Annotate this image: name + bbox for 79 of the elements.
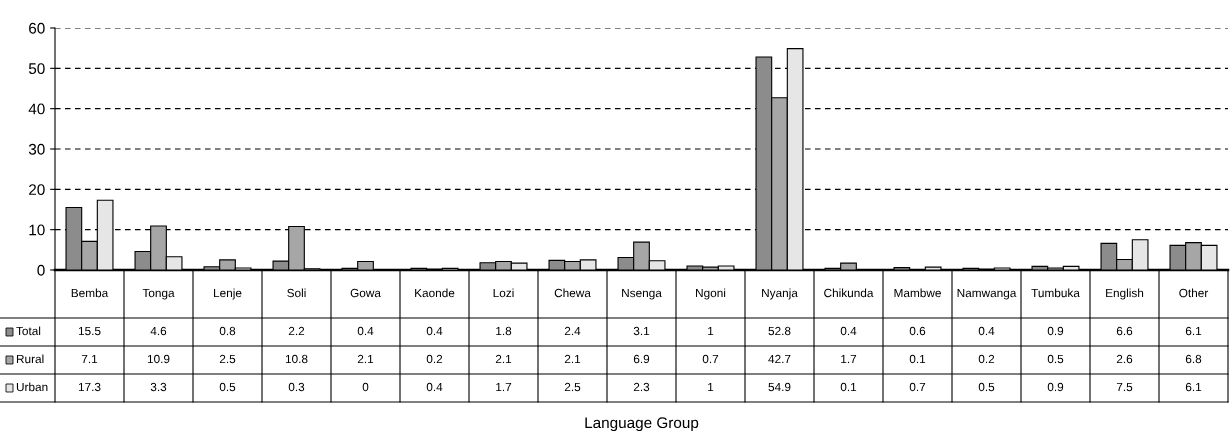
- data-label: 0.2: [978, 354, 995, 364]
- data-label: 0.4: [978, 326, 995, 336]
- data-label: 6.1: [1185, 382, 1202, 392]
- data-label: 2.2: [288, 326, 305, 336]
- data-label: 2.1: [357, 354, 374, 364]
- data-label: 17.3: [78, 382, 101, 392]
- data-label: 10.8: [285, 354, 308, 364]
- x-tick-label: Lozi: [493, 288, 514, 298]
- data-label: 2.5: [564, 382, 581, 392]
- data-label: 7.1: [81, 354, 98, 364]
- data-label: 0.5: [1047, 354, 1064, 364]
- x-tick-label: Chewa: [554, 288, 591, 298]
- y-tick-label: 20: [29, 184, 45, 196]
- data-label: 15.5: [78, 326, 101, 336]
- data-label: 0.8: [219, 326, 236, 336]
- data-label: 0.3: [288, 382, 305, 392]
- data-label: 0.1: [840, 382, 857, 392]
- data-label: 0.2: [426, 354, 443, 364]
- data-label: 1: [708, 382, 714, 392]
- x-tick-label: Chikunda: [824, 288, 874, 298]
- text: Language Group: [585, 417, 699, 432]
- x-tick-label: English: [1106, 288, 1144, 300]
- data-label: 0.4: [426, 382, 443, 392]
- x-tick-label: Mambwe: [894, 288, 941, 298]
- data-label: 6.9: [633, 354, 650, 364]
- data-label: 0.6: [909, 326, 926, 336]
- data-label: 0.4: [426, 326, 443, 336]
- y-tick-label: 0: [37, 264, 45, 276]
- data-label: 6.6: [1116, 326, 1133, 336]
- x-tick-label: Gowa: [350, 288, 381, 298]
- x-tick-label: Nyanja: [762, 288, 798, 300]
- y-tick-label: 50: [28, 63, 45, 75]
- x-tick-label: Namwanga: [957, 288, 1017, 300]
- data-label: 52.8: [768, 326, 791, 336]
- data-label: 2.1: [564, 354, 581, 364]
- data-label: 0.5: [978, 382, 995, 392]
- y-tick-label: 60: [29, 22, 45, 34]
- data-label: 42.7: [768, 354, 791, 364]
- legend-label: Rural: [16, 354, 44, 364]
- x-tick-label: Nsenga: [622, 288, 662, 300]
- data-label: 6.8: [1185, 354, 1202, 364]
- data-label: 2.5: [219, 354, 236, 364]
- data-label: 0.9: [1047, 382, 1064, 392]
- legend-label: Total: [16, 326, 41, 336]
- data-label: 0.7: [909, 382, 926, 392]
- x-tick-label: Soli: [287, 288, 306, 298]
- data-label: 1: [708, 326, 714, 336]
- data-label: 2.1: [495, 354, 512, 364]
- x-tick-label: Lenje: [214, 288, 242, 300]
- y-tick-label: 30: [28, 143, 45, 155]
- x-tick-label: Ngoni: [696, 288, 726, 300]
- data-label: 3.3: [150, 382, 167, 392]
- y-tick-label: 10: [29, 224, 45, 236]
- data-label: 2.6: [1116, 354, 1133, 364]
- data-label: 2.4: [564, 326, 581, 336]
- data-label: 0.5: [219, 382, 236, 392]
- x-tick-label: Other: [1179, 288, 1209, 298]
- x-tick-label: Bemba: [71, 288, 109, 298]
- legend-label: Urban: [16, 382, 48, 392]
- data-label: 0: [362, 382, 369, 392]
- data-label: 4.6: [150, 326, 167, 336]
- x-tick-label: Tonga: [142, 288, 175, 300]
- data-label: 1.7: [496, 382, 512, 392]
- data-label: 6.1: [1185, 326, 1202, 336]
- data-label: 0.4: [357, 326, 374, 336]
- data-label: 3.1: [633, 326, 650, 336]
- data-label: 0.9: [1047, 326, 1064, 336]
- data-label: 10.9: [147, 354, 170, 364]
- data-label: 0.1: [909, 354, 926, 364]
- x-tick-label: Tumbuka: [1031, 288, 1080, 298]
- data-label: 0.7: [702, 354, 719, 364]
- data-label: 0.4: [840, 326, 857, 336]
- data-label: 7.5: [1116, 382, 1133, 392]
- x-tick-label: Kaonde: [415, 288, 455, 298]
- data-label: 1.8: [496, 326, 512, 336]
- data-label: 1.7: [841, 354, 857, 364]
- data-label: 2.3: [633, 382, 650, 392]
- y-tick-label: 40: [28, 103, 45, 115]
- data-label: 54.9: [768, 382, 791, 392]
